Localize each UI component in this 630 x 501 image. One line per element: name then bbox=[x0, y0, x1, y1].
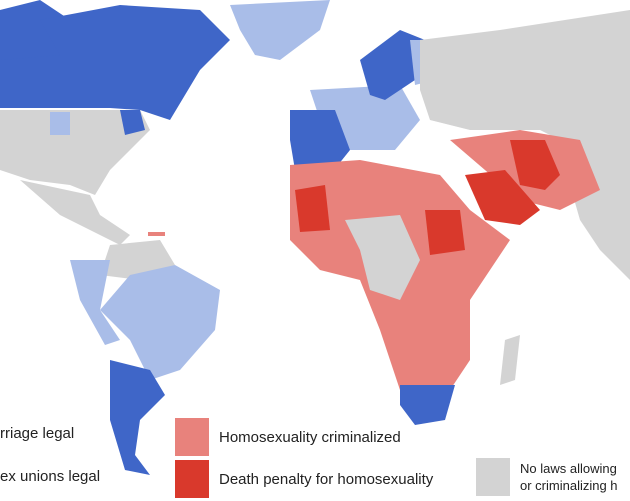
region-greenland bbox=[230, 0, 330, 60]
legend-label-line: No laws allowing bbox=[520, 461, 617, 476]
region-africa-no-laws bbox=[345, 215, 420, 300]
region-russia-asia bbox=[420, 10, 630, 160]
region-arabia bbox=[465, 170, 540, 225]
region-madagascar bbox=[500, 335, 520, 385]
region-caribbean bbox=[148, 232, 165, 236]
legend-label: Homosexuality criminalized bbox=[219, 428, 401, 446]
legend-label: No laws allowing or criminalizing h bbox=[520, 460, 618, 494]
region-iran bbox=[510, 140, 560, 190]
region-west-south-america bbox=[70, 260, 120, 345]
region-canada bbox=[0, 5, 230, 120]
region-usa-states-unions bbox=[50, 112, 70, 135]
legend-item-marriage-legal: rriage legal bbox=[0, 425, 74, 442]
legend-item-unions-legal: ex unions legal bbox=[0, 468, 100, 485]
region-scandinavia bbox=[360, 30, 425, 100]
legend-label: rriage legal bbox=[0, 425, 75, 442]
legend-label: Death penalty for homosexuality bbox=[219, 470, 434, 488]
legend-label: ex unions legal bbox=[0, 468, 101, 485]
region-usa-states-marriage bbox=[120, 110, 145, 135]
legend-swatch bbox=[476, 458, 510, 496]
legend-swatch bbox=[175, 418, 209, 456]
region-south-africa bbox=[400, 385, 455, 425]
region-brazil bbox=[100, 265, 220, 380]
region-argentina bbox=[110, 360, 165, 475]
legend-swatch bbox=[175, 460, 209, 498]
region-western-sahara bbox=[295, 185, 330, 232]
region-usa bbox=[0, 110, 150, 195]
legend-item-no-laws: No laws allowing or criminalizing h bbox=[476, 458, 618, 496]
legend-label-line: or criminalizing h bbox=[520, 478, 618, 493]
legend-item-death-penalty: Death penalty for homosexuality bbox=[175, 460, 433, 498]
legend-item-criminalized: Homosexuality criminalized bbox=[175, 418, 401, 456]
region-sudan bbox=[425, 210, 465, 255]
region-western-europe bbox=[290, 110, 350, 175]
region-alaska bbox=[0, 0, 70, 70]
region-mexico bbox=[20, 180, 130, 245]
